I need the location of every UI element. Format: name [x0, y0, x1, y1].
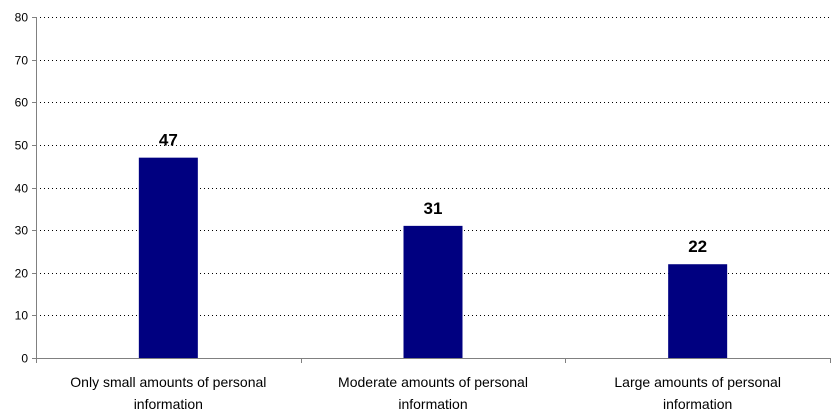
x-category-label: Large amounts of personal	[614, 374, 781, 390]
x-category-label: information	[663, 396, 732, 412]
x-category-label: information	[134, 396, 203, 412]
x-category-label: Only small amounts of personal	[70, 374, 266, 390]
y-tick-label: 0	[21, 352, 28, 366]
bar	[668, 264, 728, 358]
y-tick-label: 40	[15, 182, 29, 196]
data-label: 47	[159, 131, 178, 150]
y-tick-label: 10	[15, 309, 29, 323]
y-tick-label: 50	[15, 139, 29, 153]
y-tick-label: 70	[15, 54, 29, 68]
data-label: 22	[688, 237, 707, 256]
y-tick-label: 30	[15, 224, 29, 238]
y-tick-label: 60	[15, 96, 29, 110]
data-label: 31	[424, 199, 443, 218]
y-tick-label: 80	[15, 11, 29, 25]
x-category-label: Moderate amounts of personal	[338, 374, 528, 390]
x-category-label: information	[398, 396, 467, 412]
y-tick-label: 20	[15, 267, 29, 281]
bar	[138, 157, 198, 358]
bar	[403, 225, 463, 358]
